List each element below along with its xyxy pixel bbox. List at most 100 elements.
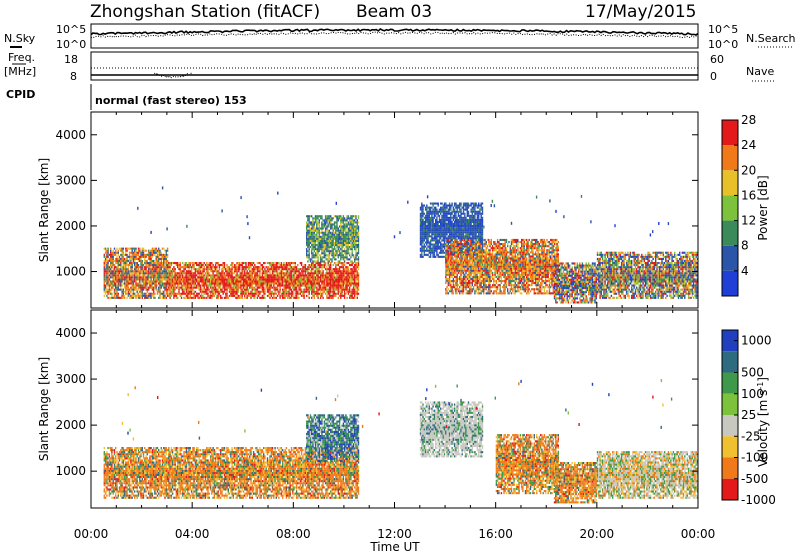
echo-cell [310, 240, 311, 242]
echo-cell [202, 289, 203, 291]
echo-cell [158, 276, 159, 278]
echo-cell [279, 266, 280, 268]
echo-cell [200, 270, 201, 272]
echo-cell [325, 232, 326, 234]
echo-cell [301, 289, 302, 291]
echo-cell [448, 217, 449, 219]
echo-cell [329, 274, 330, 276]
echo-cell [111, 285, 112, 287]
echo-cell [252, 287, 253, 289]
echo-cell [357, 270, 358, 272]
echo-cell [422, 221, 423, 223]
echo-cell [310, 285, 311, 287]
echo-cell [328, 250, 329, 252]
echo-cell [297, 283, 298, 285]
echo-cell [236, 291, 237, 293]
echo-cell [324, 278, 325, 280]
echo-cell [288, 274, 289, 276]
echo-cell [104, 289, 105, 291]
echo-cell [167, 293, 168, 295]
echo-cell [154, 254, 155, 256]
echo-cell [240, 285, 241, 287]
echo-cell [276, 262, 277, 264]
echo-cell [435, 203, 436, 205]
echo-cell [143, 280, 144, 282]
echo-cell [285, 291, 286, 293]
echo-cell [202, 285, 203, 287]
echo-cell [186, 262, 187, 264]
echo-cell [293, 262, 294, 264]
echo-cell [425, 229, 426, 231]
echo-cell [199, 262, 200, 264]
echo-cell [341, 240, 342, 242]
echo-cell [330, 238, 331, 240]
echo-cell [223, 264, 224, 266]
echo-cell [134, 295, 135, 297]
echo-cell [357, 266, 358, 268]
echo-cell [214, 274, 215, 276]
echo-cell [353, 280, 354, 282]
echo-cell [180, 293, 181, 295]
echo-cell [334, 278, 335, 280]
echo-cell [354, 280, 355, 282]
echo-cell [465, 209, 466, 211]
echo-cell [193, 276, 194, 278]
echo-cell [354, 232, 355, 234]
echo-cell [307, 278, 308, 280]
echo-cell [206, 270, 207, 272]
echo-cell [293, 285, 294, 287]
echo-cell [343, 268, 344, 270]
echo-cell [463, 235, 464, 237]
echo-cell [196, 293, 197, 295]
echo-cell [209, 278, 210, 280]
echo-cell [453, 217, 454, 219]
echo-cell [220, 287, 221, 289]
echo-cell [320, 215, 321, 217]
echo-cell [156, 258, 157, 260]
echo-cell [173, 276, 174, 278]
echo-cell [115, 283, 116, 285]
echo-cell [224, 274, 225, 276]
echo-cell [455, 223, 456, 225]
echo-cell [207, 270, 208, 272]
echo-cell [132, 297, 133, 299]
echo-cell [195, 270, 196, 272]
echo-cell [125, 248, 126, 250]
echo-cell [465, 233, 466, 235]
echo-cell [463, 227, 464, 229]
echo-cell [164, 272, 165, 274]
echo-cell [307, 217, 308, 219]
echo-cell [161, 285, 162, 287]
echo-cell [147, 254, 148, 256]
echo-cell [319, 236, 320, 238]
echo-cell [353, 266, 354, 268]
echo-cell [345, 219, 346, 221]
echo-cell [191, 262, 192, 264]
echo-cell [438, 235, 439, 237]
echo-cell [315, 238, 316, 240]
echo-cell [306, 240, 307, 242]
echo-cell [233, 285, 234, 287]
echo-cell [446, 237, 447, 239]
echo-cell [124, 266, 125, 268]
echo-cell [422, 207, 423, 209]
echo-cell [268, 285, 269, 287]
echo-cell [156, 266, 157, 268]
noise-left-label: N.Sky [4, 32, 36, 45]
echo-cell [133, 291, 134, 293]
echo-cell [180, 276, 181, 278]
echo-cell [121, 268, 122, 270]
echo-cell [259, 280, 260, 282]
echo-cell [465, 235, 466, 237]
echo-cell [315, 244, 316, 246]
echo-cell [309, 276, 310, 278]
echo-cell [440, 203, 441, 205]
echo-cell [335, 276, 336, 278]
echo-cell [336, 264, 337, 266]
echo-cell [257, 262, 258, 264]
echo-cell [444, 225, 445, 227]
echo-cell [445, 207, 446, 209]
echo-cell [200, 262, 201, 264]
echo-cell [312, 289, 313, 291]
echo-cell [336, 287, 337, 289]
